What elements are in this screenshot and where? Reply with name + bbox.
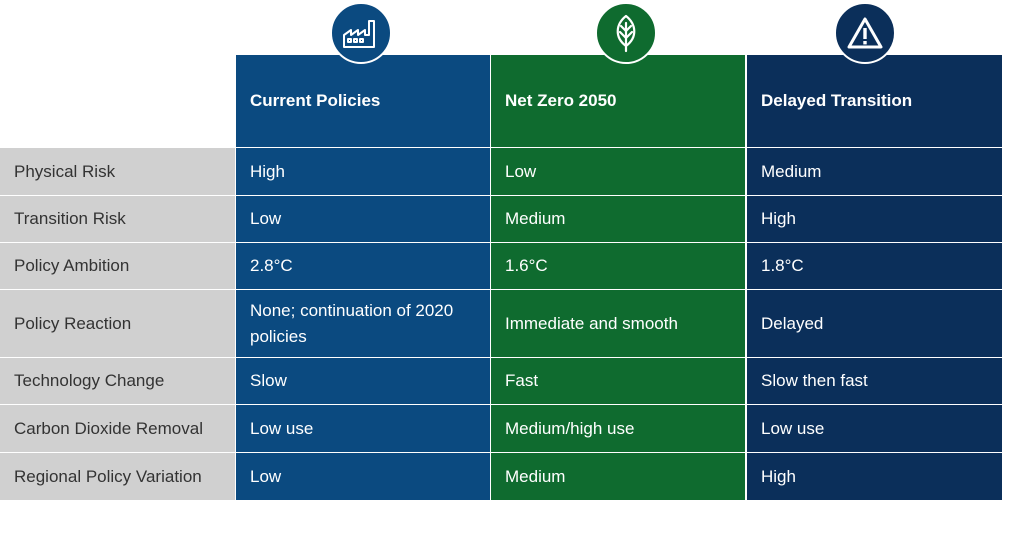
table-cell: Immediate and smooth (505, 313, 678, 333)
table-cell: Low (250, 209, 282, 228)
table-cell: Low (505, 161, 537, 181)
warning-icon (834, 2, 896, 64)
column-divider (490, 55, 491, 500)
leaf-icon (595, 2, 657, 64)
row-divider (0, 242, 1002, 243)
table-cell: Slow then fast (761, 371, 868, 390)
column-divider (746, 55, 747, 500)
row-label-policy-ambition: Policy Ambition (0, 243, 235, 289)
table-cell: Delayed (761, 313, 824, 333)
row-divider (0, 404, 1002, 405)
net-zero-2050-column (491, 55, 745, 500)
column-divider (235, 55, 236, 500)
table-cell: Medium (505, 466, 566, 486)
current-policies-column (236, 55, 490, 500)
row-label-physical-risk: Physical Risk (0, 148, 235, 195)
column-header-net-zero-2050: Net Zero 2050 (505, 91, 617, 110)
table-cell: Low use (250, 418, 314, 438)
table-cell: Medium (505, 209, 566, 228)
row-divider (0, 452, 1002, 453)
row-label-regional-policy-variation: Regional Policy Variation (0, 453, 235, 500)
row-divider (0, 195, 1002, 196)
table-cell: Medium/high use (505, 418, 635, 438)
row-label-carbon-dioxide-removal: Carbon Dioxide Removal (0, 405, 235, 452)
table-cell: 2.8°C (250, 256, 293, 275)
table-cell: 1.8°C (761, 256, 804, 275)
table-cell: High (761, 209, 796, 228)
table-cell: Medium (761, 161, 822, 181)
row-divider (0, 357, 1002, 358)
delayed-transition-column (747, 55, 1002, 500)
table-cell: 1.6°C (505, 256, 548, 275)
table-cell: Fast (505, 371, 539, 390)
row-divider (0, 147, 1002, 148)
column-header-delayed-transition: Delayed Transition (761, 91, 913, 110)
factory-icon (330, 2, 392, 64)
table-cell: None; continuation of 2020 policies (250, 300, 454, 346)
table-cell: Low (250, 466, 282, 486)
row-label-policy-reaction: Policy Reaction (0, 290, 235, 357)
table-cell: Slow (250, 371, 287, 390)
table-cell: Low use (761, 418, 825, 438)
table-cell: High (250, 161, 285, 181)
row-divider (0, 289, 1002, 290)
row-label-technology-change: Technology Change (0, 358, 235, 404)
column-header-current-policies: Current Policies (250, 91, 381, 110)
table-cell: High (761, 466, 796, 486)
row-label-transition-risk: Transition Risk (0, 196, 235, 242)
